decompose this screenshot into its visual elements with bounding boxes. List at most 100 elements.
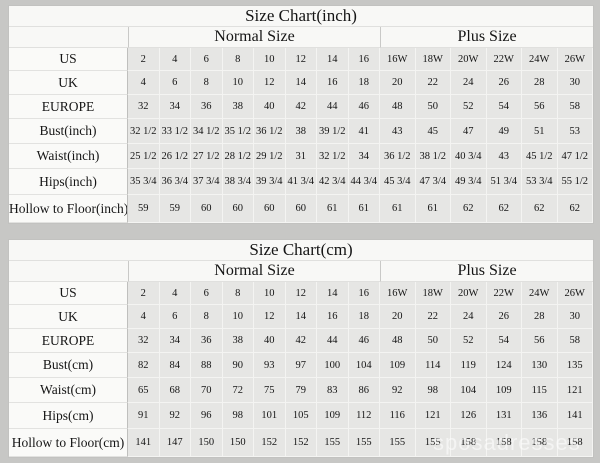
row-label: Bust(inch) (9, 119, 128, 144)
size-cell: 50 (415, 95, 451, 119)
size-cell: 33 1/2 (159, 119, 191, 144)
size-chart-inch-table: Size Chart(inch) Normal Size Plus Size U… (8, 5, 595, 224)
size-cell: 150 (191, 429, 223, 457)
size-cell: 119 (451, 353, 487, 378)
size-cell: 53 (557, 119, 594, 144)
size-cell: 43 (486, 144, 522, 169)
size-cell: 109 (380, 353, 416, 378)
table-title: Size Chart(cm) (9, 240, 594, 261)
size-cell: 24W (522, 48, 558, 71)
size-cell: 16 (348, 282, 380, 305)
size-cell: 41 3/4 (285, 169, 317, 195)
size-cell: 42 (285, 95, 317, 119)
row-label: Hollow to Floor(cm) (9, 429, 128, 457)
size-cell: 4 (128, 71, 160, 95)
size-cell: 158 (451, 429, 487, 457)
size-cell: 109 (486, 378, 522, 403)
size-cell: 29 1/2 (254, 144, 286, 169)
size-cell: 36 1/2 (380, 144, 416, 169)
size-cell: 54 (486, 329, 522, 353)
size-cell: 38 1/2 (415, 144, 451, 169)
size-cell: 39 1/2 (317, 119, 349, 144)
size-cell: 6 (191, 48, 223, 71)
group-header-spacer (9, 261, 128, 282)
size-cell: 14 (285, 71, 317, 95)
size-cell: 141 (557, 403, 594, 429)
size-cell: 97 (285, 353, 317, 378)
row-label: Hips(cm) (9, 403, 128, 429)
size-cell: 60 (254, 195, 286, 223)
size-cell: 47 (451, 119, 487, 144)
size-cell: 47 1/2 (557, 144, 594, 169)
size-cell: 104 (348, 353, 380, 378)
size-cell: 130 (522, 353, 558, 378)
size-cell: 58 (557, 329, 594, 353)
size-cell: 60 (222, 195, 254, 223)
size-cell: 51 (522, 119, 558, 144)
size-cell: 18W (415, 48, 451, 71)
size-cell: 12 (285, 282, 317, 305)
size-cell: 135 (557, 353, 594, 378)
size-cell: 16W (380, 282, 416, 305)
size-cell: 68 (159, 378, 191, 403)
size-cell: 39 3/4 (254, 169, 286, 195)
size-cell: 115 (522, 378, 558, 403)
size-cell: 62 (486, 195, 522, 223)
size-cell: 92 (159, 403, 191, 429)
size-cell: 61 (415, 195, 451, 223)
group-header-spacer (9, 27, 128, 48)
size-cell: 24W (522, 282, 558, 305)
row-label: EUROPE (9, 95, 128, 119)
size-cell: 59 (159, 195, 191, 223)
row-label: UK (9, 305, 128, 329)
size-cell: 16 (317, 305, 349, 329)
row-label: Hollow to Floor(inch) (9, 195, 128, 223)
size-cell: 62 (451, 195, 487, 223)
size-cell: 36 1/2 (254, 119, 286, 144)
size-cell: 22 (415, 305, 451, 329)
size-cell: 93 (254, 353, 286, 378)
size-cell: 83 (317, 378, 349, 403)
size-cell: 45 1/2 (522, 144, 558, 169)
size-cell: 38 (285, 119, 317, 144)
size-cell: 61 (348, 195, 380, 223)
size-cell: 26W (557, 282, 594, 305)
size-cell: 10 (254, 48, 286, 71)
size-cell: 16 (348, 48, 380, 71)
size-cell: 48 (380, 329, 416, 353)
size-cell: 2 (128, 48, 160, 71)
size-cell: 16 (317, 71, 349, 95)
size-cell: 40 (254, 95, 286, 119)
size-cell: 96 (191, 403, 223, 429)
table-title: Size Chart(inch) (9, 6, 594, 27)
size-cell: 155 (317, 429, 349, 457)
size-cell: 60 (191, 195, 223, 223)
table-row: Hips(inch) 35 3/4 36 3/4 37 3/4 38 3/4 39 3/4… (9, 169, 594, 195)
size-cell: 28 (522, 305, 558, 329)
size-cell: 62 (522, 195, 558, 223)
table-row: Hips(cm) 91 92 96 98 101 105 109 112 116 121 126 131… (9, 403, 594, 429)
row-label: US (9, 282, 128, 305)
size-cell: 31 (285, 144, 317, 169)
size-cell: 16W (380, 48, 416, 71)
size-cell: 38 (222, 95, 254, 119)
size-cell: 32 (128, 329, 160, 353)
group-header-normal-size: Normal Size (128, 27, 380, 48)
size-cell: 20 (380, 305, 416, 329)
size-cell: 37 3/4 (191, 169, 223, 195)
size-chart-cm-table: Size Chart(cm) Normal Size Plus Size US 2… (8, 239, 595, 458)
size-cell: 8 (191, 71, 223, 95)
size-cell: 38 (222, 329, 254, 353)
table-row: Hollow to Floor(inch) 59 59 60 60 60 60 61 61 61 6… (9, 195, 594, 223)
size-cell: 155 (415, 429, 451, 457)
size-cell: 4 (159, 48, 191, 71)
size-cell: 44 (317, 95, 349, 119)
size-cell: 98 (415, 378, 451, 403)
size-cell: 54 (486, 95, 522, 119)
size-cell: 92 (380, 378, 416, 403)
size-cell: 152 (285, 429, 317, 457)
size-cell: 155 (380, 429, 416, 457)
size-cell: 79 (285, 378, 317, 403)
size-cell: 124 (486, 353, 522, 378)
